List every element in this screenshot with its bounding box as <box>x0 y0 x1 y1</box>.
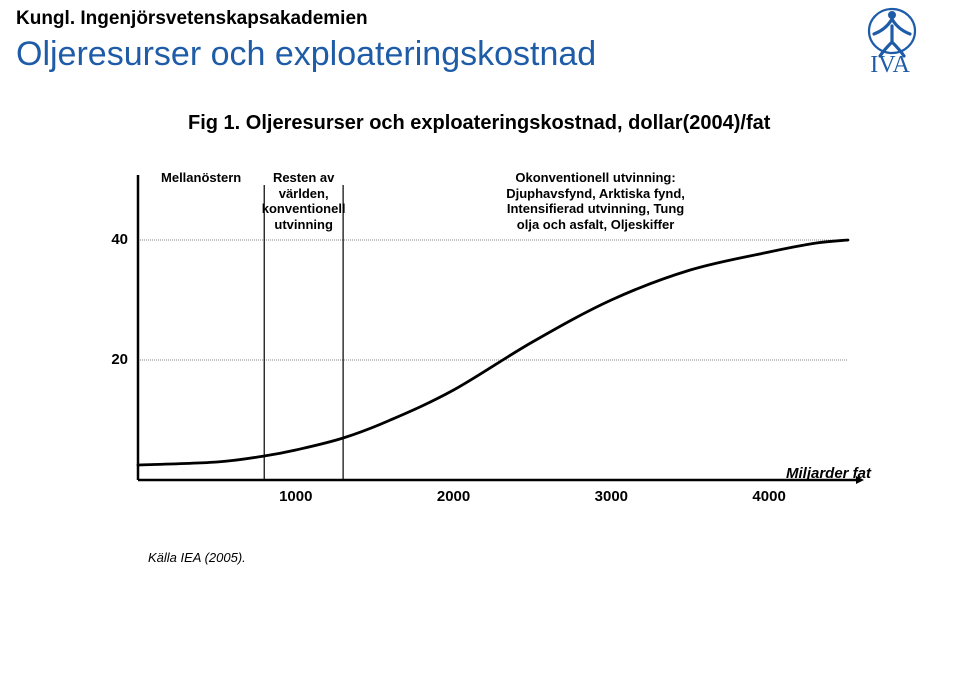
chart-title: Fig 1. Oljeresurser och exploateringskos… <box>188 112 770 135</box>
page-title: Oljeresurser och exploateringskostnad <box>16 35 596 74</box>
category-label: Mellanöstern <box>138 170 264 186</box>
organization-name: Kungl. Ingenjörsvetenskapsakademien <box>16 8 368 30</box>
slide-page: Kungl. Ingenjörsvetenskapsakademien Olje… <box>0 0 960 677</box>
iva-logo: IVA <box>840 6 940 78</box>
y-tick-label: 20 <box>104 351 128 368</box>
logo-figure-icon <box>869 9 915 56</box>
x-tick-label: 2000 <box>427 488 481 505</box>
x-axis-title: Miljarder fat <box>786 465 871 482</box>
y-tick-label: 40 <box>104 231 128 248</box>
chart-source: Källa IEA (2005). <box>148 550 246 565</box>
x-tick-label: 3000 <box>584 488 638 505</box>
category-label: Resten av världen,konventionellutvinning <box>259 170 349 232</box>
x-tick-label: 1000 <box>269 488 323 505</box>
cost-curve <box>138 240 848 465</box>
chart-container: Fig 1. Oljeresurser och exploateringskos… <box>28 100 932 608</box>
x-tick-label: 4000 <box>742 488 796 505</box>
category-label: Okonventionell utvinning:Djuphavsfynd, A… <box>343 170 848 232</box>
logo-text: IVA <box>870 52 910 78</box>
